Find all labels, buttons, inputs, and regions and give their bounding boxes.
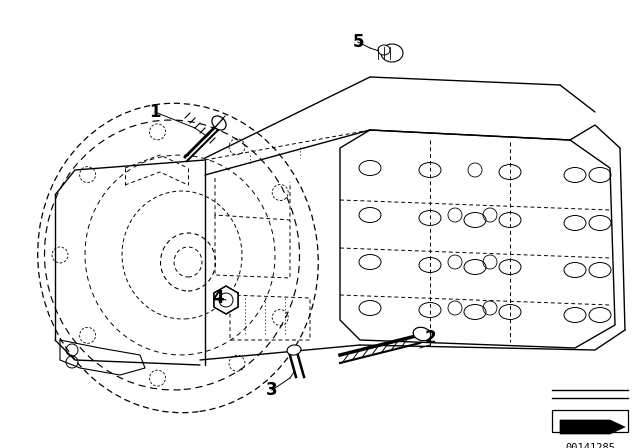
Text: 2: 2 (424, 329, 436, 347)
Text: 1: 1 (149, 103, 161, 121)
Ellipse shape (413, 327, 431, 340)
Bar (552, 410, 628, 432)
Ellipse shape (287, 345, 301, 355)
Text: 3: 3 (266, 381, 278, 399)
Text: 00141285: 00141285 (565, 443, 615, 448)
Polygon shape (214, 286, 238, 314)
Text: 4: 4 (212, 289, 224, 307)
Ellipse shape (212, 116, 226, 130)
Ellipse shape (378, 45, 390, 55)
Polygon shape (560, 420, 625, 434)
Ellipse shape (381, 44, 403, 62)
Text: 5: 5 (352, 33, 364, 51)
